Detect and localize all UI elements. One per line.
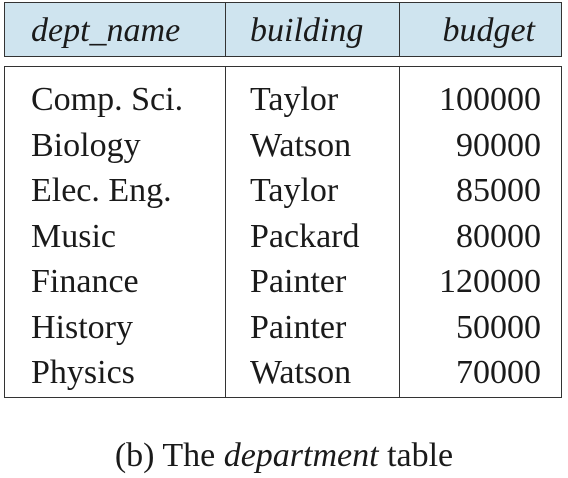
table-cell-dept-name: Biology [31,126,141,164]
table-cell-building: Painter [250,263,347,300]
table-cell-budget: 80000 [456,217,541,255]
table-cell-dept-name: History [31,308,133,346]
table-cell-building: Watson [250,126,352,164]
table-cell-building: Painter [250,308,347,346]
budget-column: 100000 90000 85000 80000 120000 50000 70… [400,67,561,397]
column-header-dept-name: dept_name [5,3,226,56]
table-caption: (b) The department table [4,436,564,476]
table-cell-dept-name: Physics [31,354,135,391]
table-cell-budget: 70000 [456,354,541,391]
table-body: Comp. Sci. Biology Elec. Eng. Music Fina… [4,66,562,398]
table-header: dept_name building budget [4,2,562,57]
table-cell-dept-name: Finance [31,263,139,300]
dept-name-column: Comp. Sci. Biology Elec. Eng. Music Fina… [5,67,226,397]
table-cell-building: Taylor [250,172,339,209]
table-cell-budget: 120000 [439,263,541,300]
caption-suffix: table [387,437,454,474]
column-header-budget: budget [442,12,535,49]
table-cell-dept-name: Comp. Sci. [31,81,184,118]
caption-emphasis: department [223,437,379,474]
table-cell-building: Taylor [250,81,339,118]
table-cell-dept-name: Music [31,217,116,255]
table-cell-budget: 50000 [456,308,541,346]
table-cell-building: Watson [250,354,352,391]
table-cell-dept-name: Elec. Eng. [31,172,172,209]
table-cell-building: Packard [250,217,360,255]
caption-prefix: (b) The [114,437,216,474]
table-cell-budget: 85000 [456,172,541,209]
column-header-building: building [226,3,400,56]
table-cell-budget: 90000 [456,126,541,164]
building-column: Taylor Watson Taylor Packard Painter Pai… [226,67,400,397]
table-cell-budget: 100000 [439,81,541,118]
